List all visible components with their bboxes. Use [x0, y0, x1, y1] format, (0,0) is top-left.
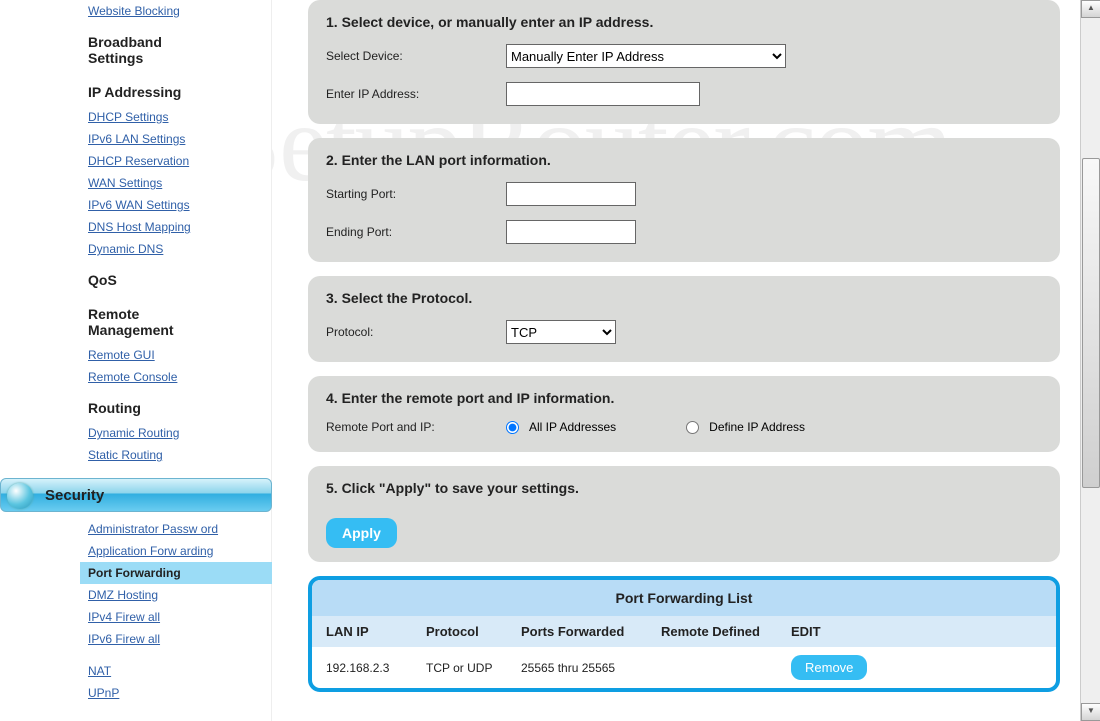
sidebar-group-broadband: Broadband Settings — [84, 22, 214, 72]
ending-port-label: Ending Port: — [326, 225, 506, 239]
col-lan-ip: LAN IP — [326, 624, 426, 639]
sidebar-item-dhcp-settings[interactable]: DHCP Settings — [84, 106, 263, 128]
sidebar-item-remote-console[interactable]: Remote Console — [84, 366, 263, 388]
apply-button[interactable]: Apply — [326, 518, 397, 548]
panel-select-device: 1. Select device, or manually enter an I… — [308, 0, 1060, 124]
table-header: LAN IP Protocol Ports Forwarded Remote D… — [312, 616, 1056, 647]
sidebar-item-dynamic-dns[interactable]: Dynamic DNS — [84, 238, 263, 260]
ending-port-input[interactable] — [506, 220, 636, 244]
panel-lan-port: 2. Enter the LAN port information. Start… — [308, 138, 1060, 262]
radio-define-ip-label: Define IP Address — [709, 420, 805, 434]
select-device-label: Select Device: — [326, 49, 506, 63]
sidebar-item-remote-gui[interactable]: Remote GUI — [84, 344, 263, 366]
sidebar-group-remote: Remote Management — [84, 294, 214, 344]
col-edit: EDIT — [791, 624, 871, 639]
sidebar-item-ipv6-firewall[interactable]: IPv6 Firew all — [84, 628, 263, 650]
radio-all-ip-label: All IP Addresses — [529, 420, 616, 434]
sidebar-tab-security[interactable]: Security — [0, 478, 272, 512]
sidebar-item-application-forwarding[interactable]: Application Forw arding — [84, 540, 263, 562]
cell-lan-ip: 192.168.2.3 — [326, 661, 426, 675]
panel-title: 1. Select device, or manually enter an I… — [326, 14, 1042, 30]
cell-ports: 25565 thru 25565 — [521, 661, 661, 675]
radio-all-ip[interactable] — [506, 421, 519, 434]
sidebar-item-admin-password[interactable]: Administrator Passw ord — [84, 518, 263, 540]
protocol-dropdown[interactable]: TCP — [506, 320, 616, 344]
sidebar-item-ipv4-firewall[interactable]: IPv4 Firew all — [84, 606, 263, 628]
scroll-up-icon[interactable]: ▲ — [1081, 0, 1100, 18]
sidebar-item-wan-settings[interactable]: WAN Settings — [84, 172, 263, 194]
sidebar: Website Blocking Broadband Settings IP A… — [0, 0, 272, 721]
panel-title: 3. Select the Protocol. — [326, 290, 1042, 306]
col-protocol: Protocol — [426, 624, 521, 639]
sidebar-item-static-routing[interactable]: Static Routing — [84, 444, 263, 466]
security-orb-icon — [7, 483, 33, 509]
enter-ip-input[interactable] — [506, 82, 700, 106]
sidebar-group-ip-addressing: IP Addressing — [84, 72, 263, 106]
protocol-label: Protocol: — [326, 325, 506, 339]
starting-port-input[interactable] — [506, 182, 636, 206]
vertical-scrollbar[interactable]: ▲ ▼ — [1080, 0, 1100, 721]
radio-define-ip[interactable] — [686, 421, 699, 434]
sidebar-item-dynamic-routing[interactable]: Dynamic Routing — [84, 422, 263, 444]
sidebar-item-nat[interactable]: NAT — [84, 660, 263, 682]
main-content: 1. Select device, or manually enter an I… — [272, 0, 1080, 721]
remove-button[interactable]: Remove — [791, 655, 867, 680]
select-device-dropdown[interactable]: Manually Enter IP Address — [506, 44, 786, 68]
scrollbar-track[interactable] — [1081, 18, 1100, 703]
panel-title: 2. Enter the LAN port information. — [326, 152, 1042, 168]
table-row: 192.168.2.3 TCP or UDP 25565 thru 25565 … — [312, 647, 1056, 688]
sidebar-item-ipv6-wan[interactable]: IPv6 WAN Settings — [84, 194, 263, 216]
panel-title: 4. Enter the remote port and IP informat… — [326, 390, 1042, 406]
scroll-down-icon[interactable]: ▼ — [1081, 703, 1100, 721]
panel-title: 5. Click "Apply" to save your settings. — [326, 480, 1042, 496]
scrollbar-thumb[interactable] — [1082, 158, 1100, 488]
panel-protocol: 3. Select the Protocol. Protocol: TCP — [308, 276, 1060, 362]
port-forwarding-list-title: Port Forwarding List — [312, 580, 1056, 616]
starting-port-label: Starting Port: — [326, 187, 506, 201]
port-forwarding-list: Port Forwarding List LAN IP Protocol Por… — [308, 576, 1060, 692]
sidebar-item-dmz-hosting[interactable]: DMZ Hosting — [84, 584, 263, 606]
sidebar-item-port-forwarding[interactable]: Port Forwarding — [80, 562, 272, 584]
panel-remote: 4. Enter the remote port and IP informat… — [308, 376, 1060, 452]
enter-ip-label: Enter IP Address: — [326, 87, 506, 101]
sidebar-group-qos: QoS — [84, 260, 263, 294]
sidebar-item-ipv6-lan[interactable]: IPv6 LAN Settings — [84, 128, 263, 150]
sidebar-item-upnp[interactable]: UPnP — [84, 682, 263, 704]
remote-label: Remote Port and IP: — [326, 420, 506, 434]
panel-apply: 5. Click "Apply" to save your settings. … — [308, 466, 1060, 562]
sidebar-item-website-blocking[interactable]: Website Blocking — [84, 0, 263, 22]
cell-protocol: TCP or UDP — [426, 661, 521, 675]
sidebar-tab-security-label: Security — [45, 487, 104, 504]
col-remote: Remote Defined — [661, 624, 791, 639]
col-ports: Ports Forwarded — [521, 624, 661, 639]
sidebar-item-dns-host-mapping[interactable]: DNS Host Mapping — [84, 216, 263, 238]
sidebar-item-dhcp-reservation[interactable]: DHCP Reservation — [84, 150, 263, 172]
sidebar-group-routing: Routing — [84, 388, 263, 422]
